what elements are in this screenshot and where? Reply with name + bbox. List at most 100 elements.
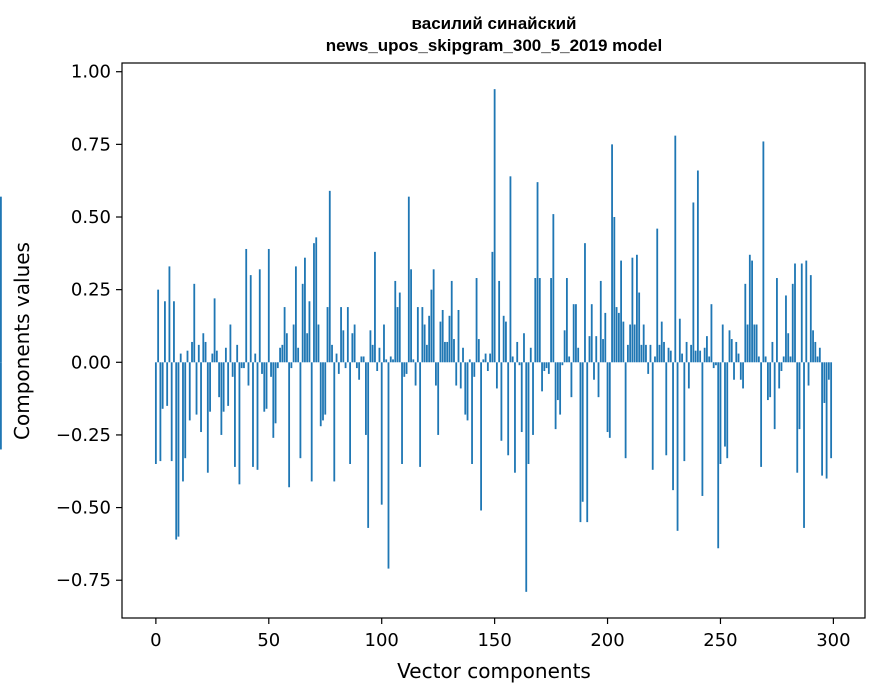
bar [599,280,602,363]
bar [547,362,550,374]
bar [703,347,706,363]
bar [502,315,505,363]
bar [423,324,426,363]
bar [322,362,324,421]
bar [428,315,431,363]
bar [489,353,492,363]
bar [211,353,214,363]
bar [830,362,833,459]
bar [595,336,598,363]
bar [584,243,586,363]
bar [403,362,406,377]
bar [803,362,805,528]
bar [234,362,236,467]
bar [365,362,367,435]
bar [227,362,230,406]
bar [301,283,304,363]
bar [678,318,681,363]
bar [177,362,180,537]
bar [545,362,548,369]
bar [281,344,284,363]
bar [769,362,772,398]
bar [687,362,690,389]
bar [636,254,638,363]
bar [353,324,356,363]
bar [554,362,557,430]
bar [200,362,202,433]
bar [744,283,747,363]
bar [651,362,654,470]
bar [435,362,437,386]
bar [175,362,178,540]
bar [218,362,221,398]
bar [362,356,365,363]
chart-title: василий синайский [412,14,577,33]
bar [527,362,530,464]
bar [624,362,627,459]
bar [419,362,422,467]
bar [448,315,451,363]
bar [313,243,315,363]
bar [475,278,478,363]
bar [182,362,184,482]
bar [444,341,446,363]
bars-group [0,89,833,592]
bar [254,353,257,363]
bar [317,324,320,363]
bar [236,344,239,363]
bar [615,307,618,363]
bar [766,362,769,401]
bar [733,362,735,380]
bar [335,353,338,363]
bar [776,278,778,363]
bar [719,362,722,464]
bar [220,362,223,435]
bar [613,217,616,363]
bar [344,362,347,369]
bar [297,347,300,363]
bar [701,362,704,496]
bar [590,304,593,363]
bar [753,324,756,363]
bar [602,339,604,363]
bar [665,362,668,456]
bar [166,362,169,406]
bar [240,362,243,369]
bar [649,344,652,363]
bar [170,362,173,462]
bar [288,362,291,488]
bar [561,362,564,366]
bar [206,362,209,473]
bar [0,362,2,450]
bar [712,362,715,369]
bar [694,350,697,363]
bar [669,350,672,363]
bar [276,362,279,369]
y-axis-ticks: −0.75 −0.50 −0.25 0.00 0.25 0.50 0.75 1.00 [56,62,122,591]
bar [484,353,487,363]
bar [617,312,620,363]
bar [179,353,182,363]
bar [717,362,720,549]
bar [425,344,428,363]
bar [308,301,311,363]
bar [401,362,403,464]
bar [757,356,760,363]
bar [532,362,534,435]
bar [462,347,464,363]
bar [466,362,469,421]
bar [525,362,528,592]
bar [791,283,794,363]
bar [265,362,268,409]
bar [310,362,313,482]
bar [748,254,751,363]
bar [394,280,397,363]
bar [771,341,774,363]
bar [708,356,711,363]
bar [730,339,733,363]
bar [292,324,295,363]
bar [746,324,749,363]
x-axis-label: Vector components [397,659,591,683]
bar [346,307,349,363]
bar [389,356,392,363]
